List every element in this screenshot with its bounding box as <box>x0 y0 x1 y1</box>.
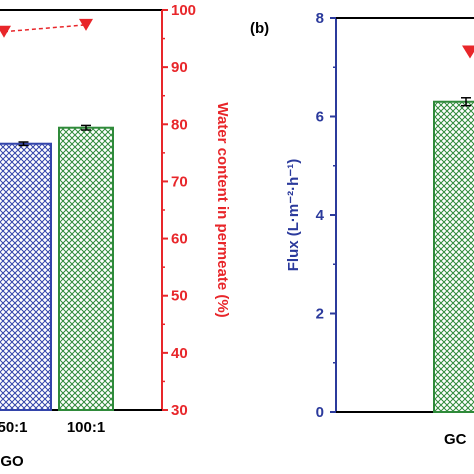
right-axis-tick-label: 80 <box>171 116 188 133</box>
right-axis-tick-label: 70 <box>171 173 188 190</box>
y-axis-tick-label: 4 <box>316 207 325 224</box>
bar <box>58 126 114 411</box>
right-axis-tick-label: 60 <box>171 231 188 248</box>
right-axis-tick-label: 40 <box>171 345 188 362</box>
y-axis-tick-label: 0 <box>316 404 324 421</box>
water-content-point <box>79 18 93 31</box>
water-content-point <box>0 25 11 38</box>
right-axis-tick-label: 50 <box>171 288 188 305</box>
water-content-point <box>462 45 474 59</box>
panel-label-b: (b) <box>250 20 269 37</box>
x-tick-label: -50:1 <box>0 419 28 436</box>
x-axis-title: GO <box>0 453 24 470</box>
panel-a: 30 40 50 60 70 80 90 100 -50:1 100:1 Water conte… <box>0 2 231 470</box>
y-axis-tick-label: 2 <box>316 306 324 323</box>
x-tick-label: 100:1 <box>67 419 105 436</box>
right-axis-tick-label: 100 <box>171 2 196 19</box>
panel-b: (b) 0 2 4 6 8 GC Flux (L·m⁻²·h⁻¹) <box>250 10 474 448</box>
y-axis-title: Flux (L·m⁻²·h⁻¹) <box>285 159 302 271</box>
right-axis-tick-label: 90 <box>171 59 188 76</box>
y-axis-tick-label: 8 <box>316 10 324 27</box>
x-tick-label: GC <box>444 431 467 448</box>
y-axis-tick-label: 6 <box>316 109 324 126</box>
bar <box>0 142 52 411</box>
bar <box>433 100 474 413</box>
right-axis-title: Water content in permeate (%) <box>214 102 231 317</box>
water-content-series-line <box>3 24 87 33</box>
right-axis-tick-label: 30 <box>171 402 188 419</box>
